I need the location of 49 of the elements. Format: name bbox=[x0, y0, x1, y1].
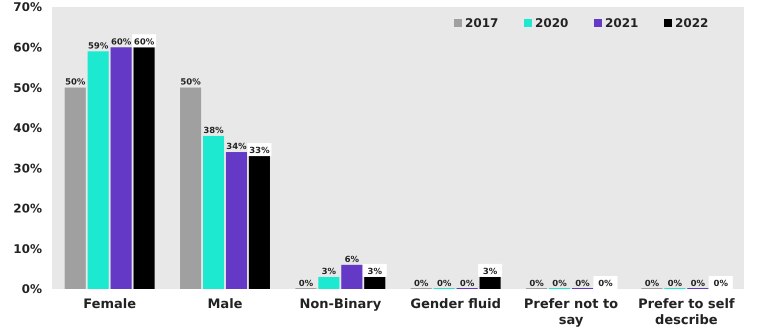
data-label: 0% bbox=[690, 279, 706, 289]
legend-label: 2021 bbox=[605, 16, 638, 30]
x-tick-label: Male bbox=[208, 297, 243, 312]
x-tick-label: Gender fluid bbox=[410, 297, 501, 312]
x-tick-label: Non-Binary bbox=[299, 297, 382, 312]
data-label: 59% bbox=[88, 41, 109, 52]
x-tick-label: Prefer not to say bbox=[524, 297, 618, 328]
y-tick-label: 20% bbox=[13, 202, 42, 216]
data-label: 0% bbox=[529, 279, 544, 289]
data-label: 60% bbox=[134, 37, 155, 48]
legend-label: 2022 bbox=[675, 16, 708, 30]
data-label: 6% bbox=[344, 254, 360, 265]
y-tick-label: 0% bbox=[22, 282, 42, 296]
bar bbox=[88, 51, 109, 289]
legend-label: 2017 bbox=[465, 16, 498, 30]
data-label: 3% bbox=[322, 266, 337, 277]
x-tick-label: Female bbox=[83, 297, 136, 312]
data-label: 0% bbox=[575, 279, 590, 289]
data-label: 34% bbox=[226, 142, 248, 152]
bar bbox=[318, 276, 340, 289]
bar bbox=[226, 152, 248, 289]
data-label: 0% bbox=[668, 279, 683, 289]
y-tick-label: 10% bbox=[13, 242, 42, 256]
bar bbox=[180, 88, 202, 289]
data-label: 60% bbox=[110, 37, 132, 48]
x-tick-label: Prefer to self describe bbox=[638, 297, 735, 328]
data-label: 3% bbox=[368, 266, 382, 277]
bar bbox=[64, 88, 86, 289]
data-label: 0% bbox=[414, 279, 429, 289]
data-label: 0% bbox=[714, 279, 728, 289]
y-tick-label: 60% bbox=[13, 40, 42, 54]
y-tick-label: 30% bbox=[13, 161, 42, 176]
data-label: 3% bbox=[482, 266, 498, 277]
data-label: 0% bbox=[644, 279, 660, 289]
data-label: 33% bbox=[249, 146, 270, 156]
data-label: 0% bbox=[460, 279, 475, 289]
data-label: 38% bbox=[203, 126, 224, 136]
y-tick-label: 70% bbox=[13, 0, 42, 14]
data-label: 50% bbox=[180, 78, 202, 88]
y-tick-label: 50% bbox=[13, 80, 42, 95]
legend-label: 2020 bbox=[535, 16, 568, 30]
data-label: 0% bbox=[598, 279, 614, 289]
data-label: 0% bbox=[552, 279, 568, 289]
data-label: 0% bbox=[436, 279, 452, 289]
y-tick-label: 40% bbox=[13, 121, 42, 136]
bar bbox=[110, 47, 132, 289]
data-label: 50% bbox=[65, 78, 86, 88]
bar bbox=[202, 136, 224, 289]
data-label: 0% bbox=[298, 279, 314, 289]
